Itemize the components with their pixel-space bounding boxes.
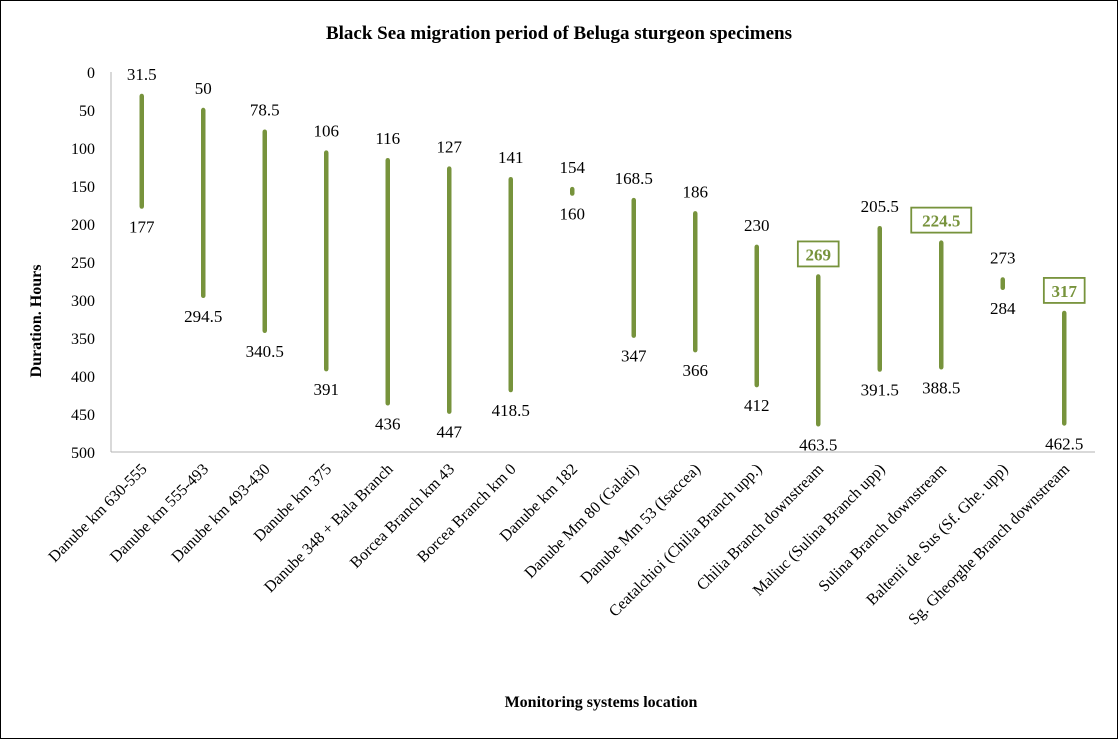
range-end-marker — [385, 401, 390, 406]
end-label: 347 — [621, 347, 647, 366]
range-start-marker — [631, 197, 636, 203]
category-label: Danube Mm 80 (Galati) — [522, 461, 643, 582]
start-label: 50 — [195, 79, 212, 98]
range-start-marker — [570, 186, 575, 192]
y-tick-label: 450 — [71, 407, 95, 424]
range-end-marker — [693, 347, 698, 353]
end-label: 391.5 — [861, 381, 899, 400]
y-tick-label: 300 — [71, 293, 95, 310]
end-label: 284 — [990, 299, 1016, 318]
y-tick-label: 100 — [71, 141, 95, 158]
range-end-marker — [754, 382, 759, 388]
range-start-marker — [324, 150, 329, 155]
end-label: 160 — [560, 205, 586, 224]
y-tick-labels: 0 50 100 150 200 250 300 350 400 450 500 — [71, 65, 95, 462]
start-label: 78.5 — [250, 101, 280, 120]
range-end-marker — [447, 409, 452, 414]
range-start-marker — [1062, 310, 1067, 316]
end-label: 388.5 — [922, 378, 960, 397]
end-label: 177 — [129, 218, 155, 237]
range-start-marker — [754, 244, 759, 249]
range-bars — [139, 93, 1067, 427]
range-end-marker — [201, 293, 206, 299]
x-axis-title: Monitoring systems location — [505, 694, 698, 711]
range-end-marker — [139, 204, 144, 209]
y-tick-label: 500 — [71, 445, 95, 462]
chart-title: Black Sea migration period of Beluga stu… — [326, 23, 792, 44]
range-start-marker — [816, 274, 821, 279]
end-label: 462.5 — [1045, 435, 1083, 454]
start-label: 154 — [560, 158, 586, 177]
y-axis-title: Duration. Hours — [28, 265, 45, 378]
start-label: 116 — [375, 129, 400, 148]
y-tick-label: 0 — [87, 65, 95, 82]
range-end-marker — [631, 333, 636, 338]
range-start-marker — [139, 93, 144, 99]
end-label: 463.5 — [799, 435, 837, 454]
range-end-marker — [570, 191, 575, 196]
end-label: 412 — [744, 396, 770, 415]
highlight-label-box — [1042, 277, 1086, 304]
y-tick-label: 350 — [71, 331, 95, 348]
y-tick-label: 200 — [71, 217, 95, 234]
highlight-label-box — [910, 206, 973, 234]
highlighted-start-label: 317 — [1052, 282, 1078, 301]
category-label: Sulina Branch downstream — [816, 460, 951, 595]
range-start-marker — [385, 157, 390, 163]
start-label: 273 — [990, 248, 1016, 267]
range-end-marker — [508, 387, 513, 393]
data-labels: 31.5 50 78.5 106 116 127 141 154 168.5 186 230 269 2… — [127, 65, 1086, 454]
range-start-marker — [262, 129, 267, 134]
range-end-marker — [1062, 421, 1067, 426]
y-tick-label: 400 — [71, 369, 95, 386]
category-label: Danube Mm 53 (Isaccea) — [577, 461, 704, 588]
start-label: 31.5 — [127, 65, 157, 84]
range-end-marker — [939, 365, 944, 370]
range-end-marker — [324, 366, 329, 372]
range-start-marker — [508, 176, 513, 182]
range-end-marker — [816, 422, 821, 427]
end-label: 418.5 — [492, 401, 530, 420]
highlight-label-box — [796, 240, 840, 268]
range-end-marker — [1000, 285, 1005, 291]
end-label: 436 — [375, 414, 401, 433]
range-start-marker — [1000, 277, 1005, 282]
start-label: 141 — [498, 148, 524, 167]
category-label: Borcea Branch km 43 — [347, 461, 458, 572]
highlighted-start-label: 269 — [806, 245, 832, 264]
y-tick-label: 50 — [79, 103, 95, 120]
end-label: 294.5 — [184, 307, 222, 326]
start-label: 127 — [437, 138, 463, 157]
range-start-marker — [693, 211, 698, 216]
highlighted-start-label: 224.5 — [922, 212, 960, 231]
category-label: Danube 348 + Bala Branch — [261, 461, 396, 596]
range-start-marker — [939, 240, 944, 245]
y-tick-label: 150 — [71, 179, 95, 196]
start-label: 168.5 — [615, 169, 653, 188]
start-label: 186 — [683, 182, 709, 201]
end-label: 447 — [437, 423, 463, 442]
range-start-marker — [447, 166, 452, 171]
range-start-marker — [877, 225, 882, 231]
start-label: 230 — [744, 216, 770, 235]
range-start-marker — [201, 107, 206, 113]
start-label: 205.5 — [861, 197, 899, 216]
start-label: 106 — [314, 122, 340, 141]
category-label: Chilia Branch downstream — [694, 460, 828, 594]
range-end-marker — [877, 367, 882, 372]
end-label: 391 — [314, 380, 340, 399]
end-label: 366 — [683, 361, 709, 380]
y-tick-label: 250 — [71, 255, 95, 272]
range-end-marker — [262, 328, 267, 333]
end-label: 340.5 — [246, 342, 284, 361]
